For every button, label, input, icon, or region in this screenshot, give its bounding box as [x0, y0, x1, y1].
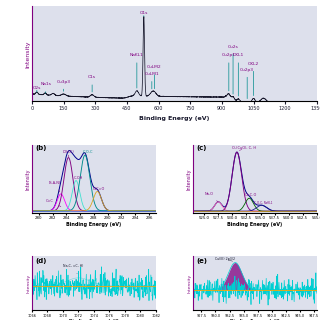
Text: C=C: C=C [46, 199, 61, 207]
Text: (OH,C): (OH,C) [62, 150, 74, 157]
Text: CuLM1: CuLM1 [145, 72, 159, 89]
X-axis label: Binding Energy (eV): Binding Energy (eV) [69, 319, 119, 320]
Text: O2s: O2s [33, 85, 41, 92]
Text: (b): (b) [36, 145, 47, 151]
Text: O1s: O1s [140, 11, 148, 17]
Text: CuLM2: CuLM2 [147, 65, 162, 89]
X-axis label: Binding Energy (eV): Binding Energy (eV) [66, 221, 122, 227]
Text: C-OH: C-OH [74, 176, 83, 180]
Y-axis label: Intensity: Intensity [27, 274, 31, 293]
Text: Cu2p1: Cu2p1 [222, 53, 236, 91]
Text: O-(CuO), C, H: O-(CuO), C, H [232, 146, 256, 151]
Y-axis label: Intensity: Intensity [187, 168, 192, 189]
Text: Cu2s: Cu2s [228, 45, 238, 94]
Text: Na-O: Na-O [204, 192, 218, 202]
Text: Cu(III) 2p3/2: Cu(III) 2p3/2 [215, 257, 236, 261]
X-axis label: Binding Energy (eV): Binding Energy (eV) [139, 116, 210, 121]
Text: (c): (c) [197, 145, 207, 151]
Text: O=C-O: O=C-O [245, 193, 257, 197]
Text: (e): (e) [197, 258, 208, 264]
Text: OKL2: OKL2 [248, 62, 259, 96]
Text: C-O-C, NaKL1: C-O-C, NaKL1 [254, 201, 272, 205]
Text: (S,A,N): (S,A,N) [49, 180, 61, 192]
Text: (d): (d) [36, 258, 47, 264]
Text: C1s: C1s [88, 75, 96, 92]
Text: Na1s: Na1s [40, 82, 51, 93]
Text: Cu2p3: Cu2p3 [240, 68, 254, 99]
X-axis label: Binding Energy (eV): Binding Energy (eV) [227, 221, 283, 227]
Text: Na-C, =C, H): Na-C, =C, H) [63, 264, 83, 274]
Y-axis label: Intensity: Intensity [26, 40, 31, 68]
Text: Cu3p3: Cu3p3 [57, 80, 71, 91]
Y-axis label: Intensity: Intensity [26, 168, 31, 189]
Y-axis label: Intensity: Intensity [188, 274, 192, 293]
Text: O-C=O: O-C=O [92, 187, 105, 191]
Text: OKL1: OKL1 [233, 53, 244, 96]
Text: C-O-C: C-O-C [83, 150, 93, 154]
X-axis label: Binding Energy (eV): Binding Energy (eV) [230, 319, 280, 320]
Text: NaKL1: NaKL1 [130, 53, 144, 88]
